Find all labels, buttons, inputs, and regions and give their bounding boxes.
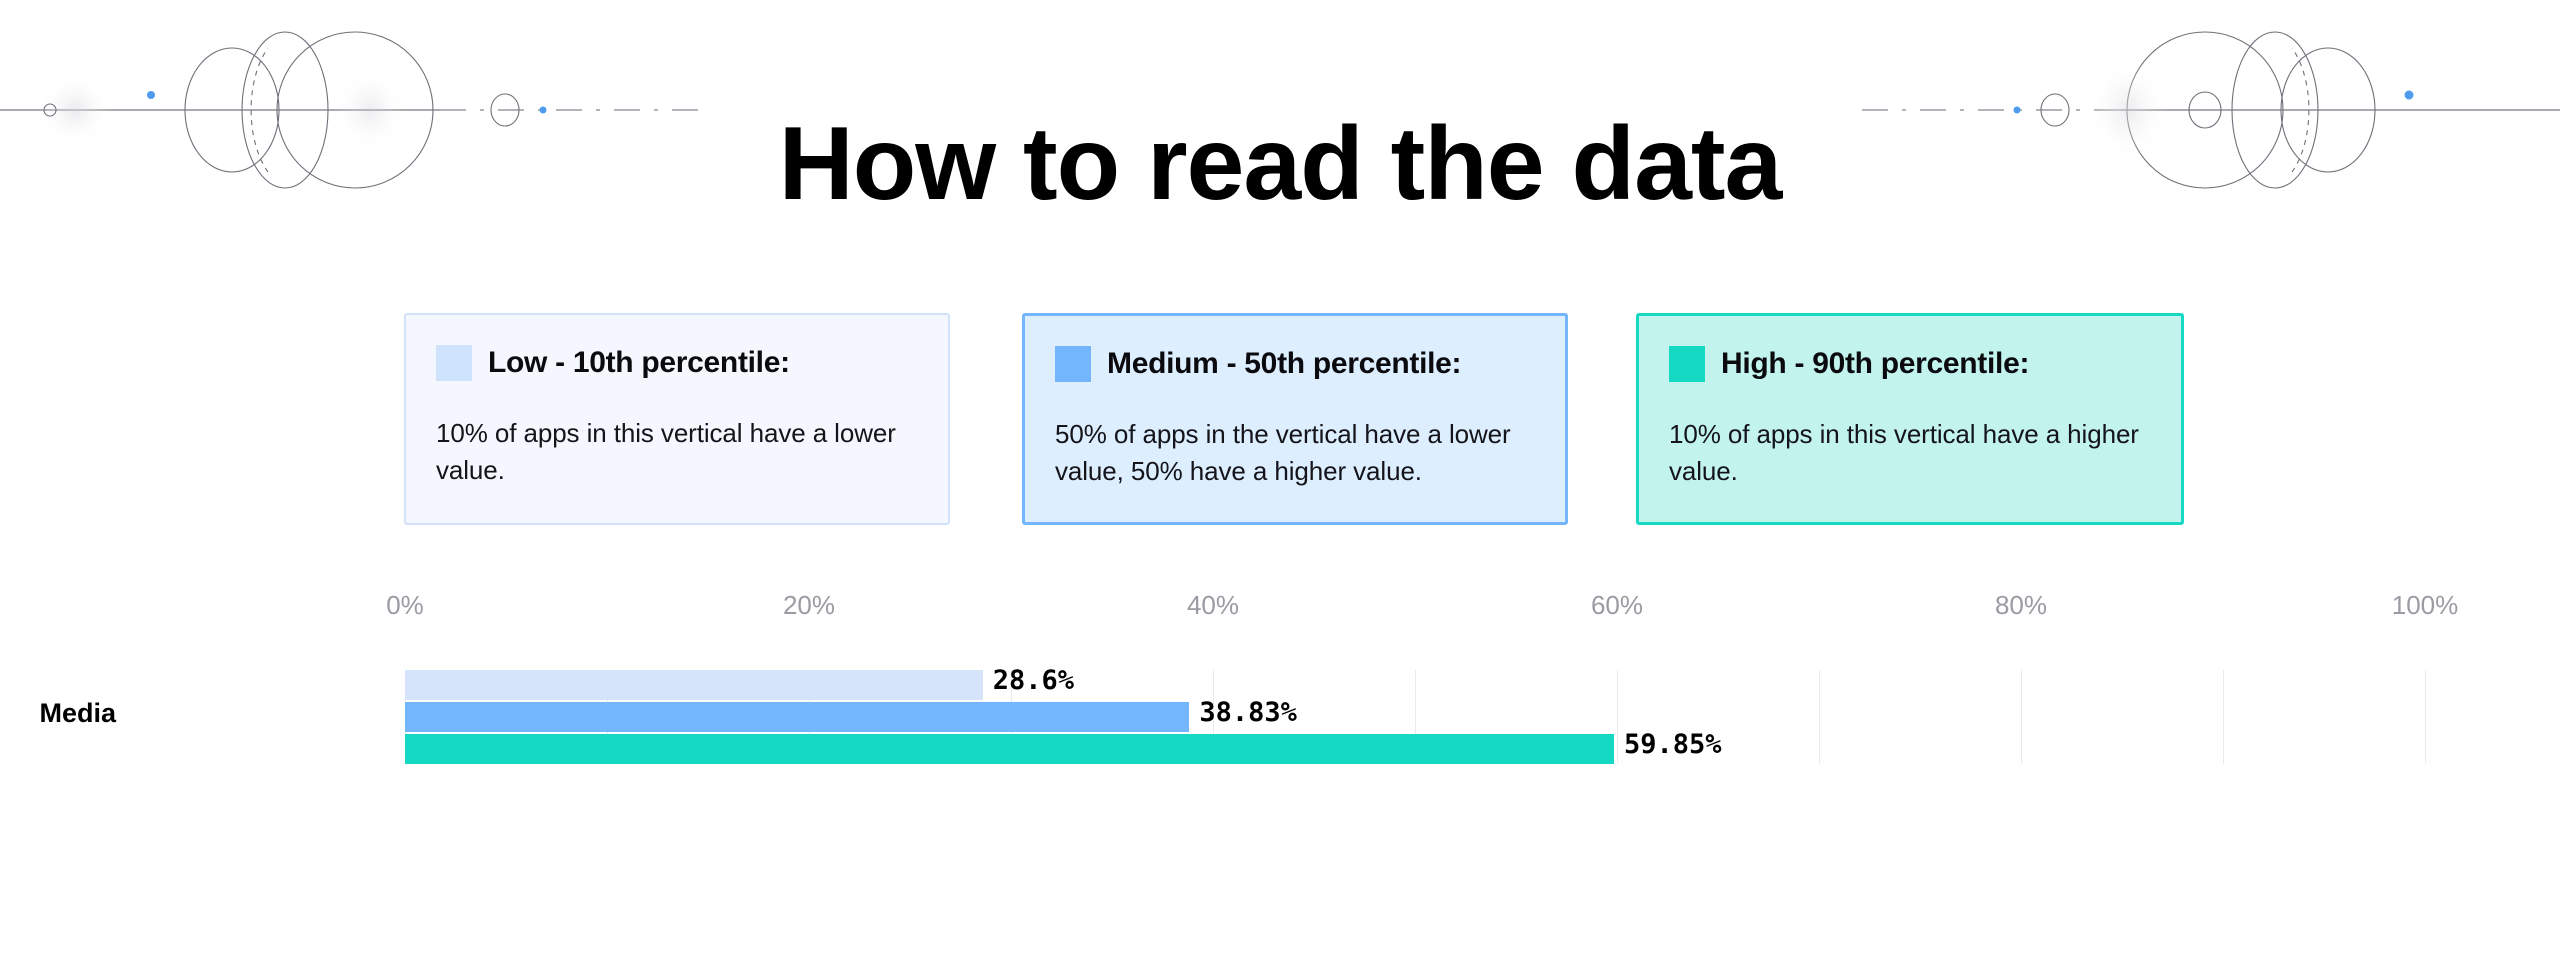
legend-card-high-body: 10% of apps in this vertical have a high…: [1669, 419, 2139, 486]
x-axis-tick-label: 40%: [1186, 590, 1240, 620]
legend-card-high-title: High - 90th percentile:: [1721, 347, 2030, 380]
chart-plot-area: 28.6% 38.83% 59.85%: [405, 665, 2426, 764]
chart-bar-value-label: 28.6%: [992, 665, 1074, 696]
chart-gridline: [2223, 670, 2224, 764]
legend-card-low: Low - 10th percentile: 10% of apps in th…: [404, 313, 950, 525]
medium-percentile-swatch: [1055, 346, 1091, 382]
chart-bar-value-label: 59.85%: [1623, 729, 1722, 760]
high-percentile-swatch: [1669, 346, 1705, 382]
x-axis-tick-label: 100%: [2391, 590, 2459, 620]
chart-gridline: [1415, 670, 1416, 764]
percentile-bar-chart: 0% 20% 40% 60% 80% 100% Media 28.6% 38.83% 59.8…: [0, 590, 2560, 850]
legend-card-low-title: Low - 10th percentile:: [488, 346, 790, 379]
chart-gridline: [1819, 670, 1820, 764]
chart-bar-medium[interactable]: [405, 702, 1190, 732]
legend-card-medium-title: Medium - 50th percentile:: [1107, 347, 1462, 380]
chart-gridline: [2021, 670, 2022, 764]
chart-bar-row: 59.85%: [405, 729, 2425, 764]
legend-card-medium-header: Medium - 50th percentile:: [1055, 346, 1547, 382]
chart-bar-row: 38.83%: [405, 697, 2425, 732]
legend-card-medium: Medium - 50th percentile: 50% of apps in…: [1022, 313, 1568, 525]
legend-card-low-body: 10% of apps in this vertical have a lowe…: [436, 418, 896, 485]
legend-card-high: High - 90th percentile: 10% of apps in t…: [1636, 313, 2184, 525]
x-axis-tick-label: 60%: [1590, 590, 1644, 620]
legend-card-high-header: High - 90th percentile:: [1669, 346, 2163, 382]
x-axis-tick-label: 80%: [1994, 590, 2048, 620]
chart-category-label: Media: [39, 698, 116, 728]
chart-gridline: [2425, 670, 2426, 764]
chart-x-axis: 0% 20% 40% 60% 80% 100%: [0, 590, 2560, 630]
legend-card-medium-body: 50% of apps in the vertical have a lower…: [1055, 419, 1511, 486]
chart-bar-value-label: 38.83%: [1199, 697, 1297, 728]
chart-bar-low[interactable]: [405, 670, 983, 700]
low-percentile-swatch: [436, 345, 472, 381]
chart-gridline: [1213, 670, 1214, 764]
legend-cards: Low - 10th percentile: 10% of apps in th…: [404, 313, 2184, 525]
chart-gridline: [1617, 670, 1618, 764]
chart-bar-row: 28.6%: [405, 665, 2425, 700]
chart-bar-high[interactable]: [405, 734, 1614, 764]
legend-card-low-header: Low - 10th percentile:: [436, 345, 930, 381]
page-title: How to read the data: [778, 106, 1783, 222]
x-axis-tick-label: 0%: [386, 590, 424, 620]
x-axis-tick-label: 20%: [782, 590, 836, 620]
